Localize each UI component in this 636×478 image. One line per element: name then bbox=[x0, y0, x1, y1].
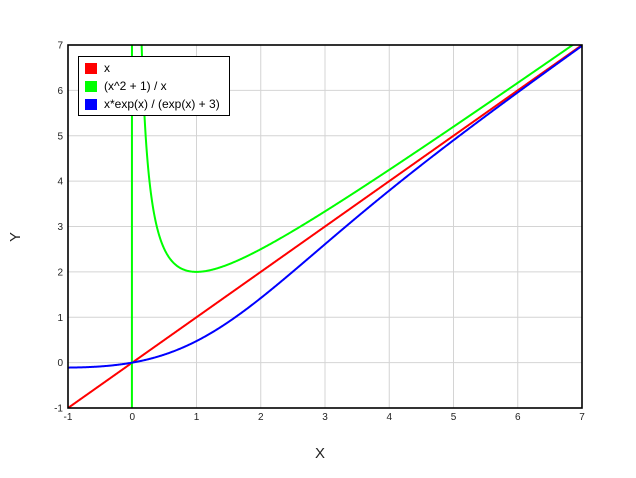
legend-label: x*exp(x) / (exp(x) + 3) bbox=[104, 97, 220, 111]
x-tick-label: 7 bbox=[579, 412, 585, 423]
legend-swatch-green bbox=[85, 80, 97, 92]
legend-swatch-blue bbox=[85, 98, 97, 110]
x-tick-label: 3 bbox=[322, 412, 328, 423]
y-tick-label: 7 bbox=[57, 41, 63, 52]
y-axis-label: Y bbox=[7, 232, 24, 242]
curve-x-exp-x-over-exp-x-plus-3 bbox=[68, 45, 582, 369]
x-tick-label: 0 bbox=[129, 412, 135, 423]
y-tick-label: 3 bbox=[57, 222, 63, 233]
y-tick-label: 6 bbox=[57, 86, 63, 97]
legend-label: x bbox=[104, 61, 110, 75]
x-tick-label: 4 bbox=[386, 412, 392, 423]
legend: x (x^2 + 1) / x x*exp(x) / (exp(x) + 3) bbox=[78, 56, 230, 116]
x-tick-label: 2 bbox=[258, 412, 264, 423]
legend-item-xexpx: x*exp(x) / (exp(x) + 3) bbox=[85, 95, 220, 113]
y-tick-label: 4 bbox=[57, 177, 63, 188]
x-tick-label: 5 bbox=[451, 412, 457, 423]
y-tick-labels: -1 0 1 2 3 4 5 6 7 bbox=[54, 41, 63, 415]
curve-x bbox=[68, 45, 582, 408]
plot-border bbox=[67, 44, 583, 409]
y-tick-label: -1 bbox=[54, 404, 63, 415]
legend-label: (x^2 + 1) / x bbox=[104, 79, 167, 93]
curves bbox=[68, 45, 582, 408]
y-tick-label: 0 bbox=[57, 358, 63, 369]
legend-item-x: x bbox=[85, 59, 220, 77]
y-tick-label: 1 bbox=[57, 313, 63, 324]
x-tick-label: -1 bbox=[64, 412, 73, 423]
x-tick-label: 6 bbox=[515, 412, 521, 423]
y-tick-label: 5 bbox=[57, 131, 63, 142]
x-tick-label: 1 bbox=[194, 412, 200, 423]
curve-x-squared-plus-1-over-x bbox=[130, 45, 575, 408]
x-axis-label: X bbox=[315, 445, 325, 462]
y-tick-label: 2 bbox=[57, 267, 63, 278]
x-tick-labels: -1 0 1 2 3 4 5 6 7 bbox=[64, 412, 586, 423]
legend-swatch-red bbox=[85, 62, 97, 74]
legend-item-x2p1-over-x: (x^2 + 1) / x bbox=[85, 77, 220, 95]
